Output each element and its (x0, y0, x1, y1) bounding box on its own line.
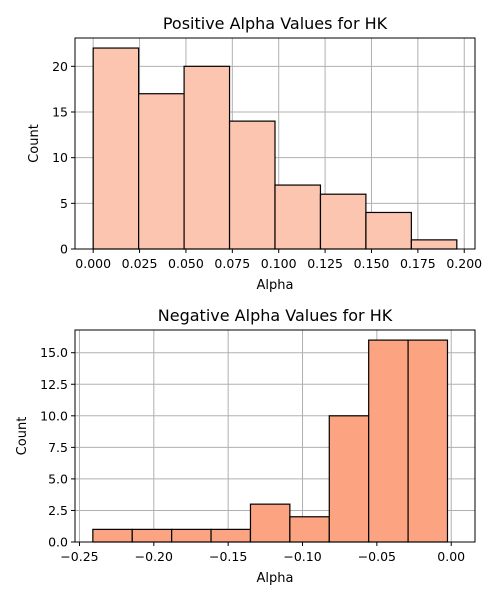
x-tick-label: −0.05 (358, 549, 396, 564)
x-tick-label: 0.00 (437, 549, 465, 564)
y-tick-label: 20 (52, 59, 68, 74)
x-tick-label: −0.10 (283, 549, 321, 564)
histogram-bar (407, 339, 449, 543)
histogram-bar (365, 211, 412, 250)
x-tick-label: 0.100 (261, 256, 297, 271)
histogram-bar (92, 528, 133, 543)
histogram-bar (274, 184, 322, 250)
y-axis-label: Count (27, 124, 42, 163)
histogram-bar (210, 528, 252, 543)
y-tick-label: 5.0 (48, 471, 68, 486)
x-tick-label: −0.25 (60, 549, 98, 564)
y-tick-label: 15 (52, 104, 68, 119)
chart-negative-alpha: −0.25 −0.20 −0.15 −0.10 −0.05 0.00 0.0 2.5 5.0 7.… (15, 306, 476, 586)
histogram-bar (228, 120, 276, 250)
y-axis-label: Count (15, 417, 30, 456)
x-tick-label: 0.025 (122, 256, 158, 271)
x-tick-label: −0.15 (209, 549, 247, 564)
x-tick-label: 0.175 (400, 256, 436, 271)
y-tick-label: 0 (60, 242, 68, 257)
x-tick-label: 0.050 (168, 256, 204, 271)
histogram-bar (92, 47, 140, 250)
histogram-bar (410, 239, 458, 250)
x-axis-label: Alpha (257, 278, 294, 293)
chart-title: Negative Alpha Values for HK (158, 306, 393, 325)
x-tick-label: 0.150 (354, 256, 390, 271)
histogram-bar (183, 65, 231, 250)
y-tick-label: 5 (60, 196, 68, 211)
plot-frame (74, 329, 476, 543)
y-tick-label: 2.5 (48, 503, 68, 518)
histogram-bar (249, 503, 291, 543)
y-tick-label: 10 (52, 150, 68, 165)
histogram-bar (138, 93, 185, 250)
y-tick-label: 7.5 (48, 440, 68, 455)
x-axis-label: Alpha (257, 571, 294, 586)
histogram-bar (171, 528, 212, 543)
y-tick-label: 12.5 (40, 377, 68, 392)
histogram-bar (131, 528, 173, 543)
histogram-bar (289, 516, 330, 543)
chart-title: Positive Alpha Values for HK (163, 14, 388, 33)
histogram-bar (368, 339, 409, 543)
y-tick-label: 10.0 (40, 408, 68, 423)
histogram-bar (319, 193, 367, 250)
x-tick-label: 0.000 (75, 256, 111, 271)
chart-positive-alpha: 0.000 0.025 0.050 0.075 0.100 0.125 0.150 0.175… (27, 14, 482, 293)
x-tick-label: 0.075 (214, 256, 250, 271)
histogram-bar (328, 415, 370, 543)
y-tick-label: 15.0 (40, 345, 68, 360)
x-tick-label: 0.200 (446, 256, 482, 271)
x-tick-label: 0.125 (307, 256, 343, 271)
plot-frame (74, 37, 476, 250)
y-tick-label: 0.0 (48, 535, 68, 550)
x-tick-label: −0.20 (135, 549, 173, 564)
